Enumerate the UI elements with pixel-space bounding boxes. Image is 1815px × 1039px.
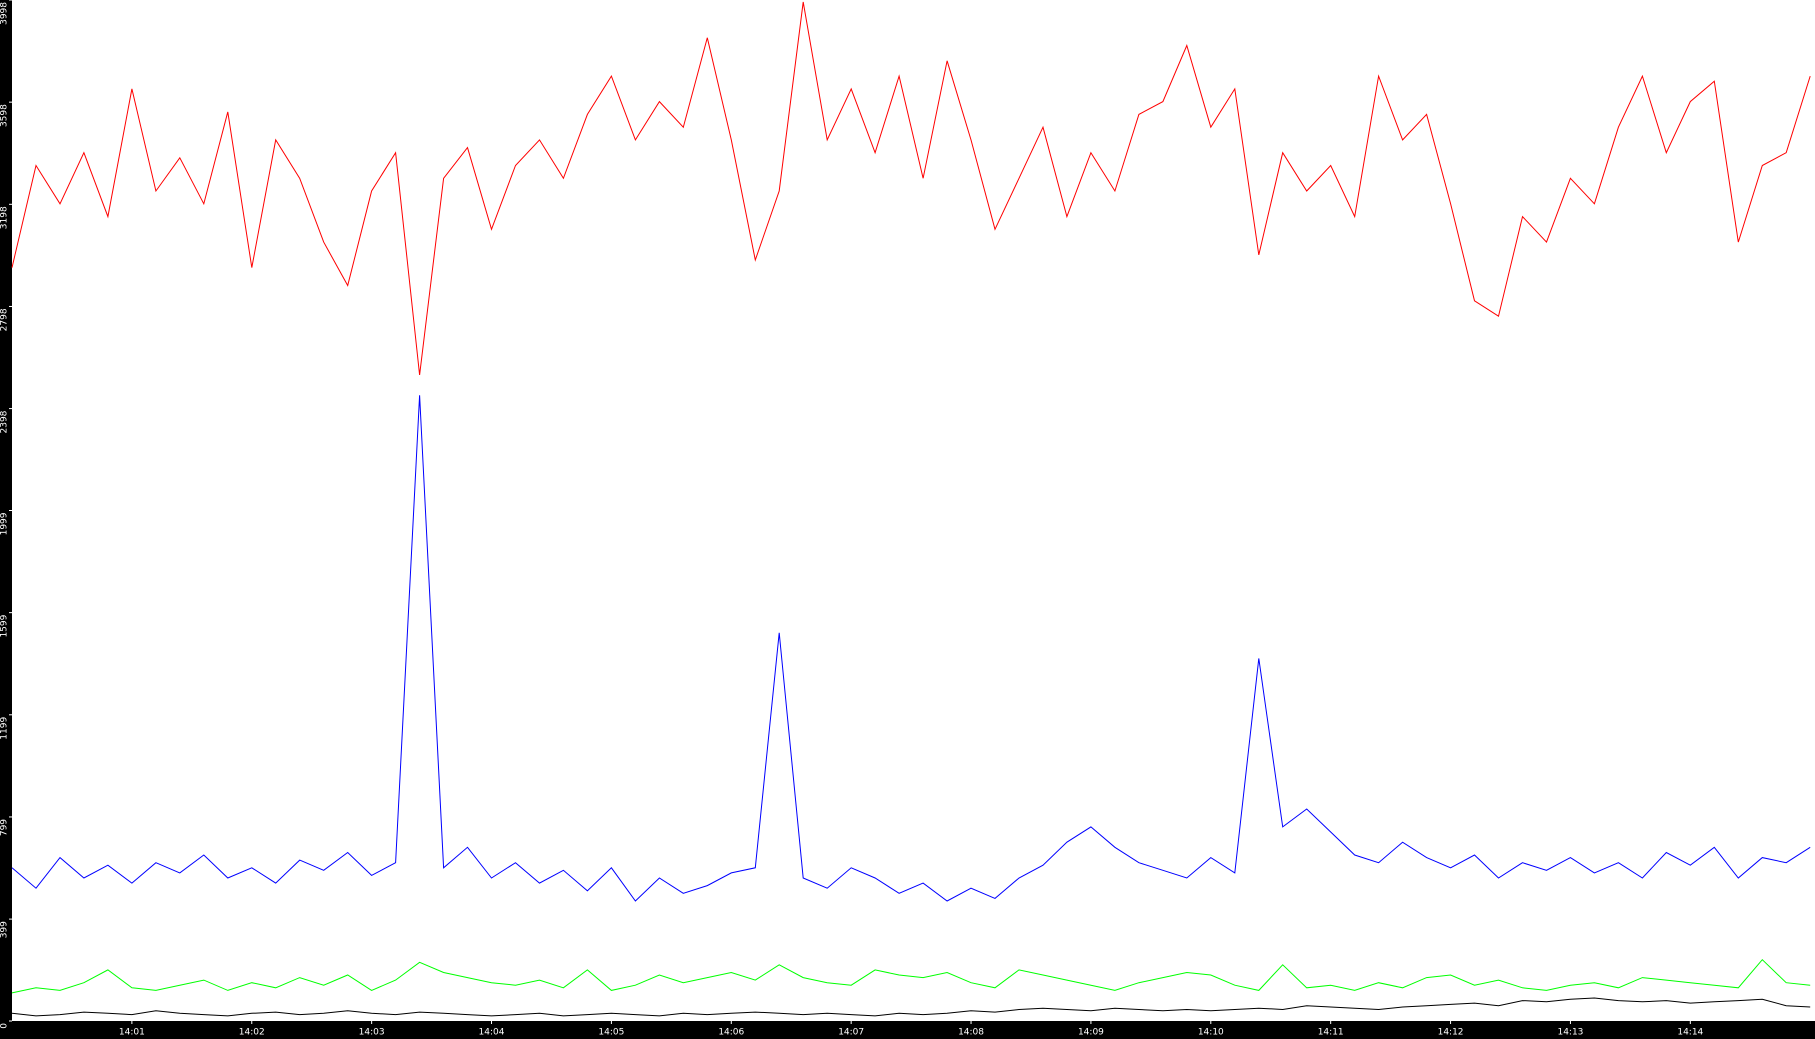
x-tick-label: 14:13 (1557, 1028, 1583, 1038)
x-tick-label: 14:11 (1318, 1028, 1344, 1038)
y-tick-label: 3598 (0, 104, 10, 127)
x-tick-label: 14:08 (958, 1028, 984, 1038)
x-tick-label: 14:05 (598, 1028, 624, 1038)
x-tick-label: 14:02 (239, 1028, 265, 1038)
y-tick-label: 0 (0, 1023, 10, 1029)
x-tick-label: 14:14 (1677, 1028, 1703, 1038)
y-tick-label: 3998 (0, 2, 10, 25)
y-tick-label: 1599 (0, 614, 10, 637)
x-tick-label: 14:07 (838, 1028, 864, 1038)
x-tick-label: 14:01 (119, 1028, 145, 1038)
y-tick-label: 399 (0, 921, 10, 938)
series-line (11, 1, 1811, 375)
x-tick-label: 14:03 (359, 1028, 385, 1038)
series-line (11, 997, 1811, 1017)
x-tick-label: 14:12 (1438, 1028, 1464, 1038)
x-tick-label: 14:10 (1198, 1028, 1224, 1038)
y-tick-label: 1199 (0, 717, 10, 740)
x-tick-label: 14:04 (479, 1028, 505, 1038)
x-tick-label: 14:09 (1078, 1028, 1104, 1038)
series-line (11, 395, 1811, 902)
y-tick-label: 799 (0, 819, 10, 836)
series-line (11, 958, 1811, 994)
x-tick-label: 14:06 (718, 1028, 744, 1038)
x-axis-strip (0, 1021, 1815, 1039)
y-tick-label: 2798 (0, 308, 10, 331)
y-tick-label: 1999 (0, 512, 10, 535)
y-axis-strip (0, 0, 12, 1039)
y-tick-label: 3198 (0, 206, 10, 229)
y-tick-label: 2398 (0, 410, 10, 433)
